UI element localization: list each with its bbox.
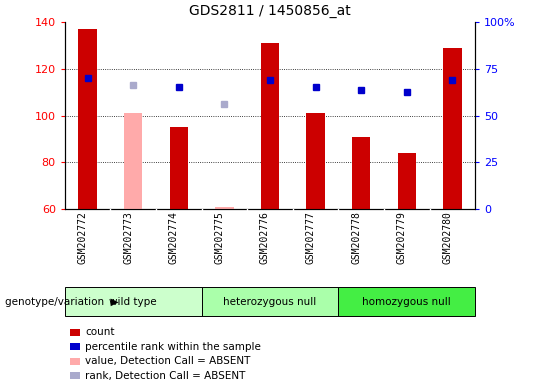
- Bar: [307, 113, 325, 209]
- Text: GSM202780: GSM202780: [442, 212, 453, 265]
- FancyBboxPatch shape: [201, 288, 339, 316]
- Bar: [443, 48, 462, 209]
- Bar: [352, 137, 370, 209]
- FancyBboxPatch shape: [339, 288, 475, 316]
- Text: GSM202778: GSM202778: [351, 212, 361, 265]
- Bar: [261, 43, 279, 209]
- Text: value, Detection Call = ABSENT: value, Detection Call = ABSENT: [85, 356, 251, 366]
- Text: homozygous null: homozygous null: [362, 297, 451, 307]
- Text: count: count: [85, 327, 115, 337]
- Bar: [124, 113, 143, 209]
- Text: percentile rank within the sample: percentile rank within the sample: [85, 342, 261, 352]
- Text: GSM202777: GSM202777: [306, 212, 315, 265]
- Bar: [215, 207, 233, 209]
- Text: heterozygous null: heterozygous null: [224, 297, 316, 307]
- FancyBboxPatch shape: [65, 288, 201, 316]
- Text: GSM202774: GSM202774: [169, 212, 179, 265]
- Text: GSM202779: GSM202779: [397, 212, 407, 265]
- Text: wild type: wild type: [110, 297, 157, 307]
- Text: GSM202775: GSM202775: [214, 212, 225, 265]
- Text: rank, Detection Call = ABSENT: rank, Detection Call = ABSENT: [85, 371, 246, 381]
- Text: GSM202776: GSM202776: [260, 212, 270, 265]
- Bar: [397, 153, 416, 209]
- Text: GSM202773: GSM202773: [123, 212, 133, 265]
- Text: GSM202772: GSM202772: [78, 212, 87, 265]
- Title: GDS2811 / 1450856_at: GDS2811 / 1450856_at: [189, 4, 351, 18]
- Bar: [170, 127, 188, 209]
- Bar: [78, 29, 97, 209]
- Text: genotype/variation  ▶: genotype/variation ▶: [5, 297, 119, 307]
